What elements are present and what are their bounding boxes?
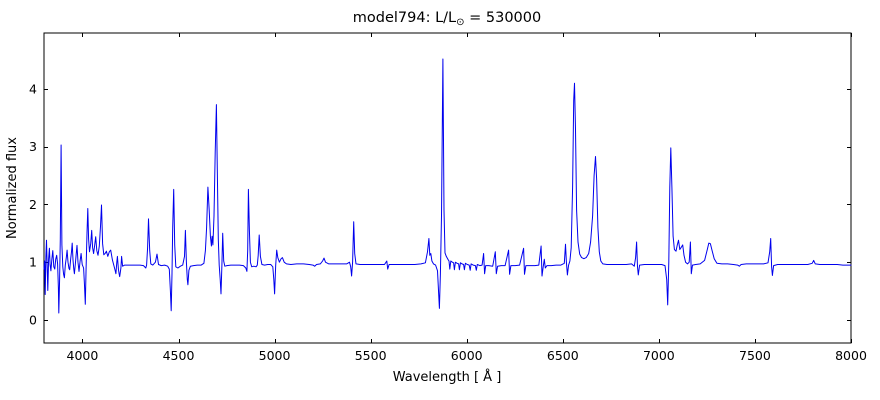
x-tick-label: 7000 (643, 348, 675, 363)
x-tick-label: 6500 (547, 348, 579, 363)
y-tick-label: 3 (29, 139, 37, 154)
x-tick-label: 6000 (451, 348, 483, 363)
x-tick-label: 7500 (739, 348, 771, 363)
x-axis-label: Wavelength [ Å ] (393, 369, 502, 385)
x-tick-label: 5000 (259, 348, 291, 363)
axes-frame: 4000 4500 5000 5500 6000 6500 7000 7500 8000 0 1 2 3… (29, 32, 867, 363)
y-tick-label: 2 (29, 197, 37, 212)
x-tick-label: 4500 (163, 348, 195, 363)
y-tick-label: 0 (29, 312, 37, 327)
y-axis-label: Normalized flux (5, 137, 20, 239)
chart-title-main: model794: L/L (353, 10, 456, 26)
chart-title: model794: L/L⊙ = 530000 (353, 10, 542, 28)
plot-frame (43, 32, 852, 344)
y-tick-label: 4 (29, 81, 37, 96)
spectrum-line (43, 58, 852, 314)
x-tick-label: 4000 (67, 348, 99, 363)
x-tick-label: 5500 (355, 348, 387, 363)
sun-symbol: ⊙ (456, 17, 464, 28)
chart-title-value: = 530000 (465, 10, 542, 26)
y-tick-label: 1 (29, 255, 37, 270)
x-tick-label: 8000 (835, 348, 867, 363)
